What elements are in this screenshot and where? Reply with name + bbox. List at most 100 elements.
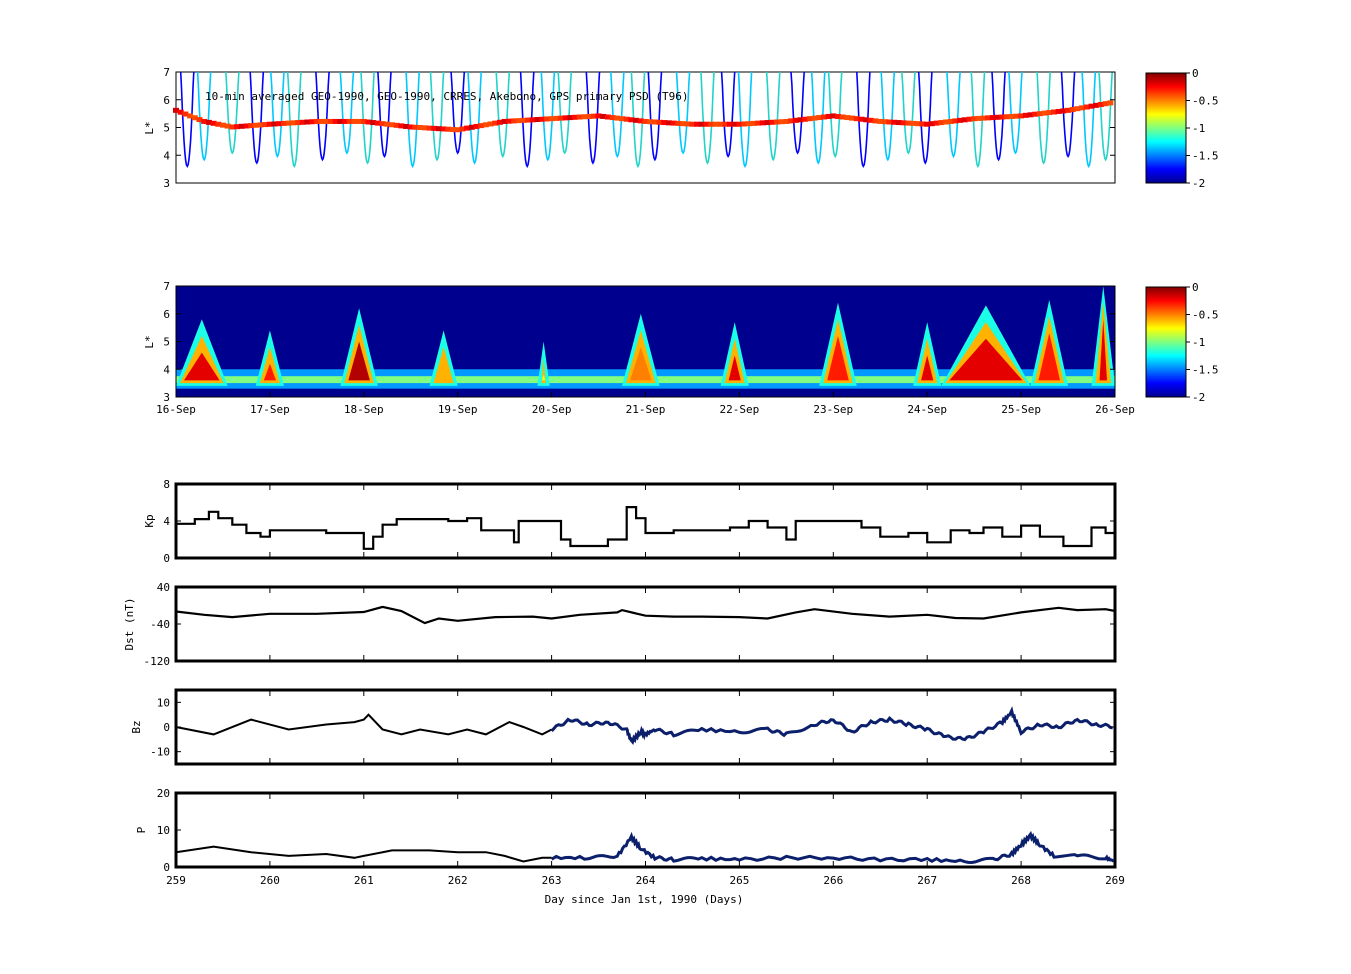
series-line [175,605,1116,625]
panel1-geo-point [609,115,616,121]
panel1-geo-point [177,109,184,115]
panel2-xtick-label: 25-Sep [1001,403,1041,416]
panel1-geo-point [656,119,663,125]
panel1-geo-point [914,121,921,127]
panel1-geo-point [896,120,903,126]
panel1-geo-point [905,120,912,126]
panel1-geo-point [1079,105,1086,111]
ytick-label: 0 [163,721,170,734]
panel1-geo-point [234,124,241,130]
panel1-colorbar-ticks: 0 -0.5 -1 -1.5 -2 [1186,67,1219,190]
panel1-geo-point [1018,113,1025,119]
panel1-geo-point [586,113,593,119]
panel2-enhancement-core [348,341,370,381]
day-tick-label: 264 [636,874,656,887]
panel2-ytick-label: 3 [163,391,170,404]
panel1-geo-point [755,120,762,126]
panel1-geo-point [468,124,475,130]
panel1-ytick-label: 4 [163,149,170,162]
panel1-geo-point [262,122,269,128]
panel2-enhancement-core [949,338,1023,381]
colorbar-tick-label: -1.5 [1192,364,1219,377]
panel1-geo-point [806,116,813,122]
panel1-geo-point [919,121,926,127]
day-tick-label: 265 [729,874,749,887]
panel1-geo-point [712,121,719,127]
panel1-geo-point [332,118,339,124]
panel1-geo-point [637,118,644,124]
panel2-enhancement-core [630,347,652,381]
panel1-geo-point [351,118,358,124]
panel1-geo-point [1004,114,1011,120]
panel1-geo-point [1102,101,1109,107]
series-line [175,713,553,736]
series-line [176,506,1115,550]
day-tick-label: 262 [448,874,468,887]
panel1-geo-point [619,116,626,122]
panel1-geo-point [520,117,527,123]
panel1-orbit-pass [450,71,466,155]
panel1-geo-point [450,126,457,132]
panel1-geo-point [928,121,935,127]
panel1-geo-point [1065,107,1072,113]
panel1-geo-point [356,118,363,124]
panel2-marks [176,286,1115,389]
panel1-geo-point [384,121,391,127]
panel1-orbit-pass [405,71,420,169]
day-tick-label: 266 [823,874,843,887]
panel1-geo-point [834,113,841,119]
panel1-geo-point [285,120,292,126]
panel1-geo-point [431,125,438,131]
panel1-geo-point [201,118,208,124]
panel1-geo-point [238,123,245,129]
panel1-geo-point [802,116,809,122]
colorbar-tick-label: -1 [1192,122,1205,135]
panel1-geo-point [797,117,804,123]
panel1-geo-point [886,119,893,125]
panel1-geo-point [750,120,757,126]
panel1-geo-point [210,120,217,126]
panel1-geo-point [1088,103,1095,109]
ytick-label: -10 [150,746,170,759]
panel-frame [174,791,1117,869]
panel2-enhancement-core [184,352,220,381]
panel1-geo-point [1036,111,1043,117]
panel1-geo-point [881,119,888,125]
panel1-ytick-label: 7 [163,66,170,79]
panel1-geo-point [252,122,259,128]
panel1-orbit-pass [360,71,375,165]
day-tick-label: 259 [166,874,186,887]
panel1-geo-point [501,118,508,124]
colorbar-tick-label: -2 [1192,177,1205,190]
panel1-geo-point [482,122,489,128]
day-tick-label: 261 [354,874,374,887]
panel2-xtick-label: 22-Sep [720,403,760,416]
panel1-orbit-pass [737,71,753,169]
panel1-geo-point [900,120,907,126]
panel1-geo-point [445,126,452,132]
panel1-geo-point [1107,100,1114,106]
panel1-geo-point [403,123,410,129]
panel1-marks [173,71,1114,169]
panel2-enhancement-core [1038,333,1061,381]
panel1-orbit-pass [675,71,691,155]
panel1-geo-point [1022,112,1029,118]
panel1-geo-point [266,121,273,127]
panel1-geo-point [1069,107,1076,113]
panel1-geo-point [365,119,372,125]
panel-ylabel: Kp [143,514,156,527]
ytick-label: 0 [163,552,170,565]
panel1-geo-point [872,118,879,124]
panel1-geo-point [417,125,424,131]
panel1-geo-point [525,117,532,123]
panel1-geo-point [553,115,560,121]
panel1-geo-point [557,115,564,121]
panel1-geo-point [933,120,940,126]
panel1-ylabel: L* [143,121,156,134]
panel1-geo-point [867,117,874,123]
panel1-geo-point [971,116,978,122]
colorbar-tick-label: 0 [1192,281,1199,294]
panel1-orbit-pass [917,71,933,165]
panel2-xtick-label: 26-Sep [1095,403,1135,416]
panel1-geo-point [952,118,959,124]
